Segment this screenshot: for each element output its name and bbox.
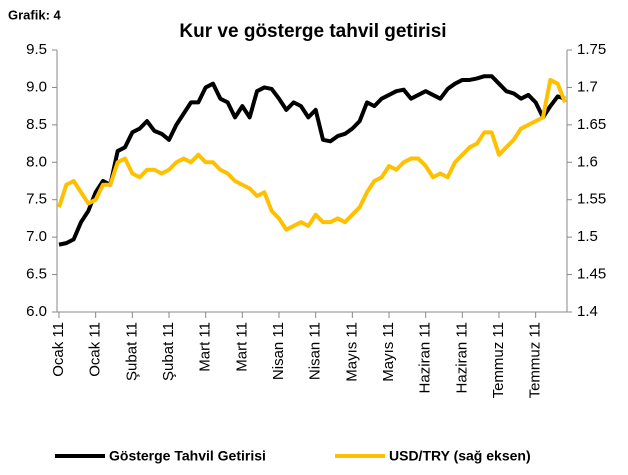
legend-label: Gösterge Tahvil Getirisi bbox=[109, 448, 266, 464]
y2-tick-label: 1.65 bbox=[577, 116, 606, 133]
x-tick-label: Mayıs 11 bbox=[343, 322, 360, 382]
x-tick-label: Şubat 11 bbox=[160, 322, 177, 381]
y2-tick-label: 1.55 bbox=[577, 191, 606, 208]
figure-label: Grafik: 4 bbox=[8, 7, 62, 22]
data-line bbox=[58, 74, 566, 247]
y-tick-label: 8.0 bbox=[26, 153, 47, 170]
data-line bbox=[57, 77, 567, 232]
y-tick-label: 9.5 bbox=[26, 41, 47, 58]
y2-tick-label: 1.6 bbox=[577, 153, 598, 170]
y-tick-label: 7.5 bbox=[26, 191, 47, 208]
x-tick-label: Nisan 11 bbox=[307, 322, 324, 380]
y2-tick-label: 1.4 bbox=[577, 303, 598, 320]
x-tick-label: Nisan 11 bbox=[270, 322, 287, 380]
x-tick-label: Şubat 11 bbox=[123, 322, 140, 381]
chart-title: Kur ve gösterge tahvil getirisi bbox=[179, 21, 446, 42]
x-tick-label: Mayıs 11 bbox=[380, 322, 397, 382]
x-tick-label: Ocak 11 bbox=[87, 322, 104, 377]
y2-tick-label: 1.75 bbox=[577, 41, 606, 58]
x-tick-label: Haziran 11 bbox=[417, 322, 434, 393]
y-tick-label: 8.5 bbox=[26, 116, 47, 133]
y-tick-label: 9.0 bbox=[26, 78, 47, 95]
x-tick-label: Temmuz 11 bbox=[527, 322, 544, 398]
legend-label: USD/TRY (sağ eksen) bbox=[389, 448, 531, 464]
y-tick-label: 7.0 bbox=[26, 228, 47, 245]
y-tick-label: 6.5 bbox=[26, 266, 47, 283]
x-tick-label: Mart 11 bbox=[233, 322, 250, 372]
y2-tick-label: 1.45 bbox=[577, 266, 606, 283]
x-tick-label: Ocak 11 bbox=[50, 322, 67, 377]
x-tick-label: Temmuz 11 bbox=[490, 322, 507, 398]
y2-tick-label: 1.5 bbox=[577, 228, 598, 245]
x-tick-label: Mart 11 bbox=[197, 322, 214, 372]
y-tick-label: 6.0 bbox=[26, 303, 47, 320]
y2-tick-label: 1.7 bbox=[577, 78, 598, 95]
x-tick-label: Haziran 11 bbox=[453, 322, 470, 393]
